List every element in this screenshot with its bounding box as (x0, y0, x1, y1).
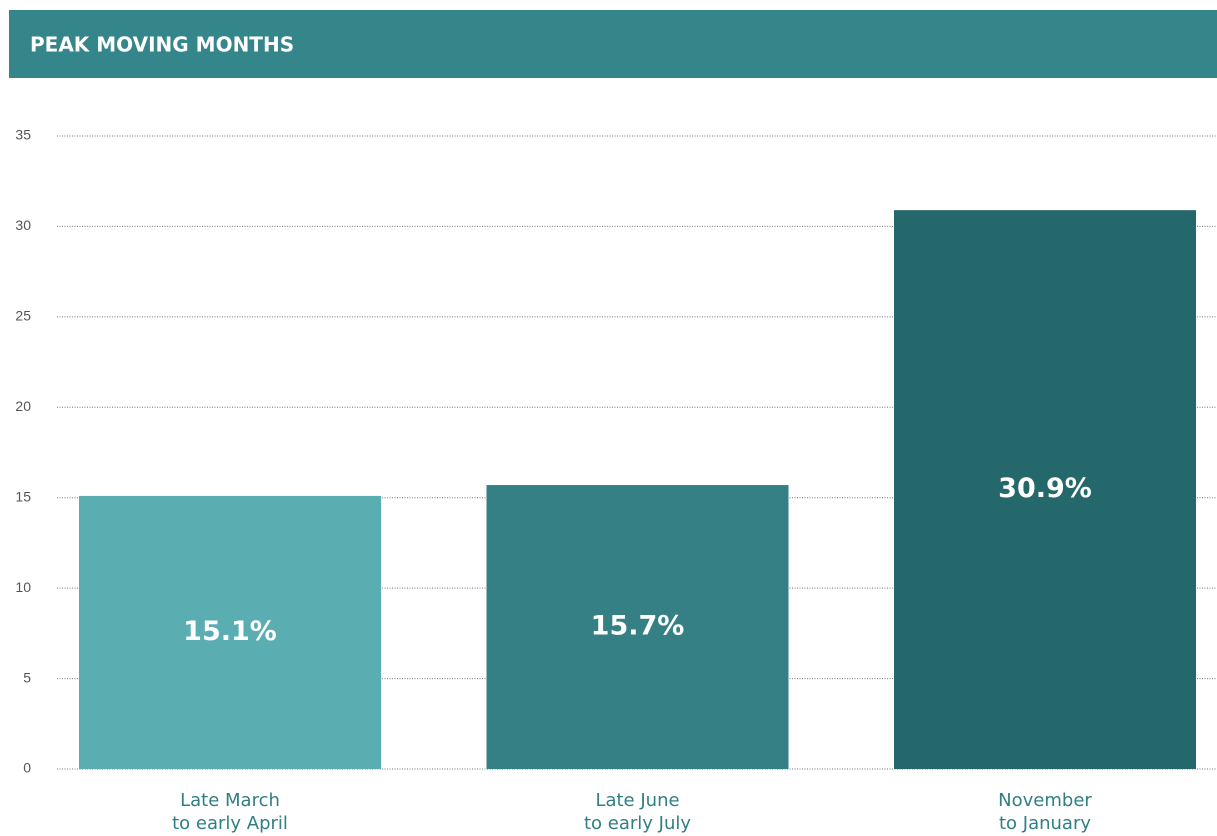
y-tick-label: 25 (15, 308, 31, 324)
x-tick-label: to early July (584, 813, 691, 834)
bar (486, 485, 789, 769)
y-tick-label: 35 (15, 127, 31, 143)
x-tick-label: to early April (172, 813, 288, 834)
x-tick-label: Late March (180, 790, 280, 811)
x-tick-label: to January (999, 813, 1091, 834)
value-label: 30.9% (998, 473, 1092, 504)
y-tick-label: 30 (15, 217, 31, 233)
bar (894, 210, 1196, 769)
bar (79, 495, 381, 769)
y-tick-label: 0 (23, 760, 31, 776)
header-bar (9, 10, 1217, 78)
value-label: 15.1% (183, 616, 277, 647)
x-tick-label: Late June (595, 790, 679, 811)
x-tick-label: November (998, 790, 1092, 811)
y-tick-label: 5 (23, 669, 31, 685)
y-tick-label: 15 (15, 488, 31, 504)
y-tick-label: 20 (15, 398, 31, 414)
y-tick-label: 10 (15, 579, 31, 595)
value-label: 15.7% (591, 611, 685, 642)
chart-title: PEAK MOVING MONTHS (30, 33, 294, 57)
